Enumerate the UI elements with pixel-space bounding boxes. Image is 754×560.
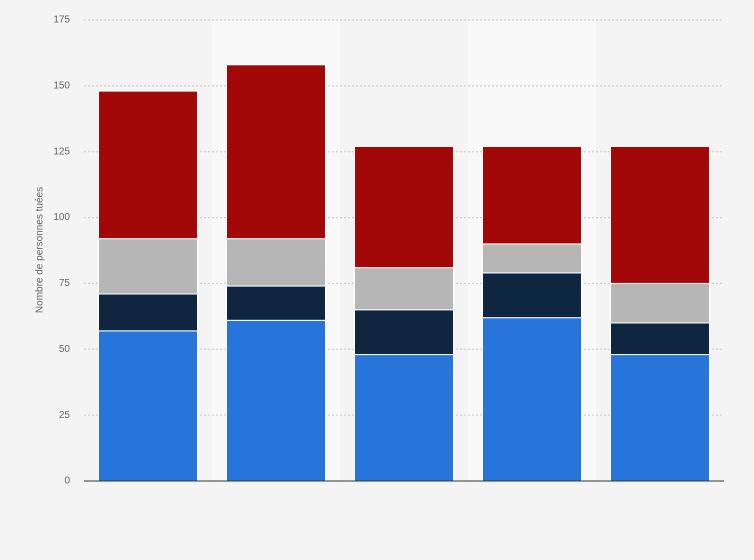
bar-segment [610,354,710,482]
bar-segment [354,309,454,356]
bar-segment [226,238,326,287]
bar-segment [98,90,198,240]
bar-segment [482,317,582,482]
bar-segment [226,285,326,321]
y-axis-label: Nombre de personnes tuées [35,187,46,313]
bar-segment [610,282,710,324]
y-tick-label: 125 [53,146,70,157]
y-tick-label: 150 [53,80,70,91]
bar-segment [482,145,582,245]
y-tick-label: 50 [59,344,71,355]
bar-segment [610,145,710,284]
bar-segment [482,272,582,319]
bar-segment [354,145,454,269]
bar-segment [226,64,326,240]
y-tick-label: 175 [53,15,70,26]
bar-segment [354,267,454,311]
bar-segment [226,319,326,482]
bar-segment [98,330,198,482]
bar-segment [482,243,582,274]
bar-segment [98,238,198,295]
y-tick-label: 75 [59,278,71,289]
bar-segment [98,293,198,332]
y-tick-label: 100 [53,212,70,223]
y-tick-label: 25 [59,410,71,421]
y-tick-label: 0 [64,476,70,487]
bar-segment [610,322,710,356]
bar-segment [354,354,454,482]
